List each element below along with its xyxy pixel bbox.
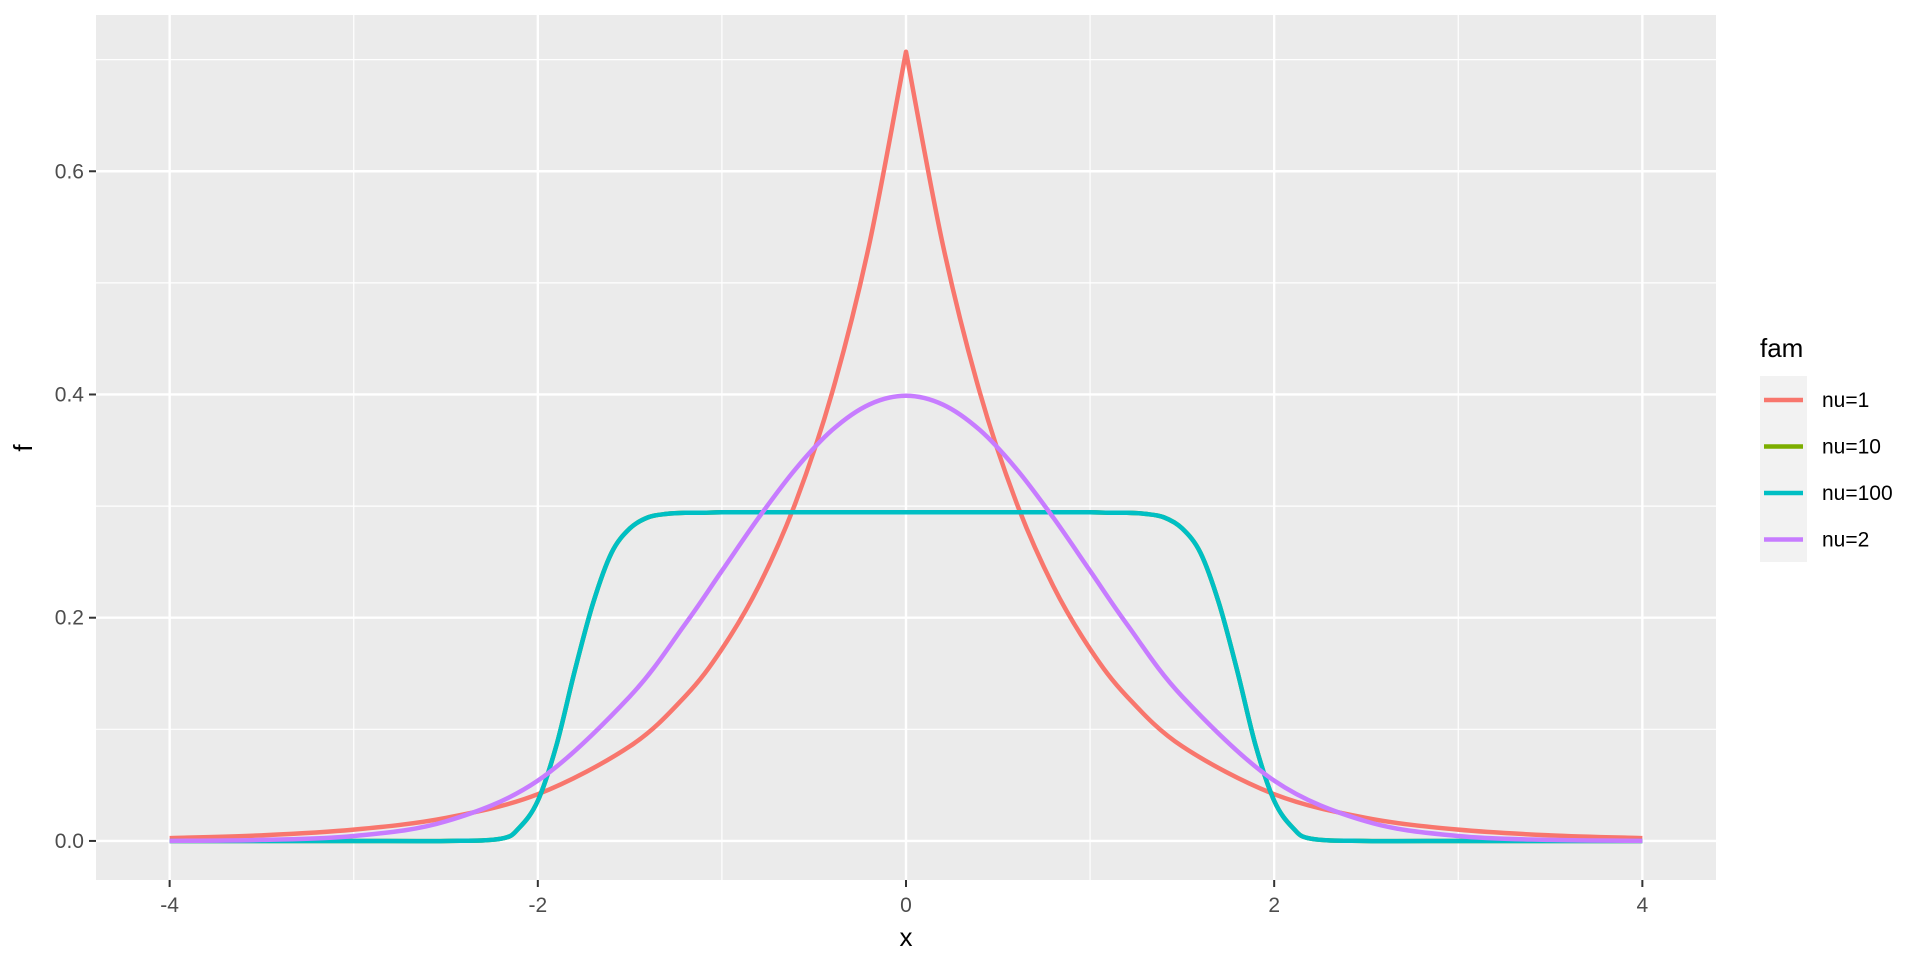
- legend-label-nu-1: nu=1: [1822, 389, 1869, 412]
- series-line-nu-2: [169, 393, 1643, 844]
- legend-title: fam: [1760, 333, 1803, 363]
- x-tick-label: 2: [1268, 894, 1280, 917]
- x-axis: -4 -2 0 2 4: [160, 880, 1649, 917]
- x-tick-label: -2: [528, 894, 547, 917]
- legend-label-nu-10: nu=10: [1822, 436, 1881, 459]
- series-lines: [169, 49, 1643, 844]
- legend-key-panel: [1760, 376, 1807, 562]
- y-tick-label: 0.4: [55, 383, 85, 406]
- legend-label-nu-100: nu=100: [1822, 482, 1893, 505]
- y-axis-title: f: [8, 444, 38, 452]
- x-tick-label: -4: [160, 894, 179, 917]
- y-axis: 0.0 0.2 0.4 0.6: [55, 160, 96, 853]
- series-line-nu-100: [169, 509, 1643, 844]
- legend-label-nu-2: nu=2: [1822, 529, 1869, 552]
- y-tick-label: 0.2: [55, 607, 84, 630]
- x-tick-label: 0: [900, 894, 912, 917]
- y-tick-label: 0.0: [55, 830, 84, 853]
- y-tick-label: 0.6: [55, 160, 84, 183]
- series-line-nu-1: [169, 49, 1643, 841]
- legend: fam nu=1 nu=10 nu=100 nu=2: [1760, 333, 1893, 562]
- x-axis-title: x: [900, 922, 913, 952]
- x-tick-label: 4: [1637, 894, 1649, 917]
- legend-items: nu=1 nu=10 nu=100 nu=2: [1764, 389, 1893, 552]
